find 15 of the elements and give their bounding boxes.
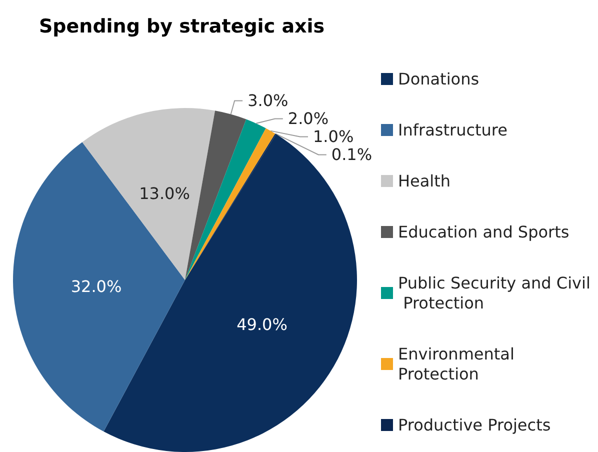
data-label: 49.0%: [236, 315, 288, 334]
legend-label: Environmental Protection: [398, 344, 520, 384]
data-label: 13.0%: [139, 184, 190, 203]
data-label: 2.0%: [288, 109, 329, 128]
data-label: 3.0%: [248, 91, 288, 110]
legend-label: Education and Sports: [398, 222, 570, 242]
legend-label: Infrastructure: [398, 120, 508, 140]
legend-label: Public Security and Civil Protection: [398, 274, 590, 312]
data-label: 1.0%: [313, 127, 354, 146]
legend-label: Productive Projects: [398, 416, 551, 434]
data-label: 0.1%: [331, 145, 372, 164]
data-label: 32.0%: [70, 277, 122, 296]
legend-label: Health: [398, 172, 451, 190]
chart-title: Spending by strategic axis: [39, 16, 325, 38]
legend-label: Donations: [398, 70, 480, 88]
